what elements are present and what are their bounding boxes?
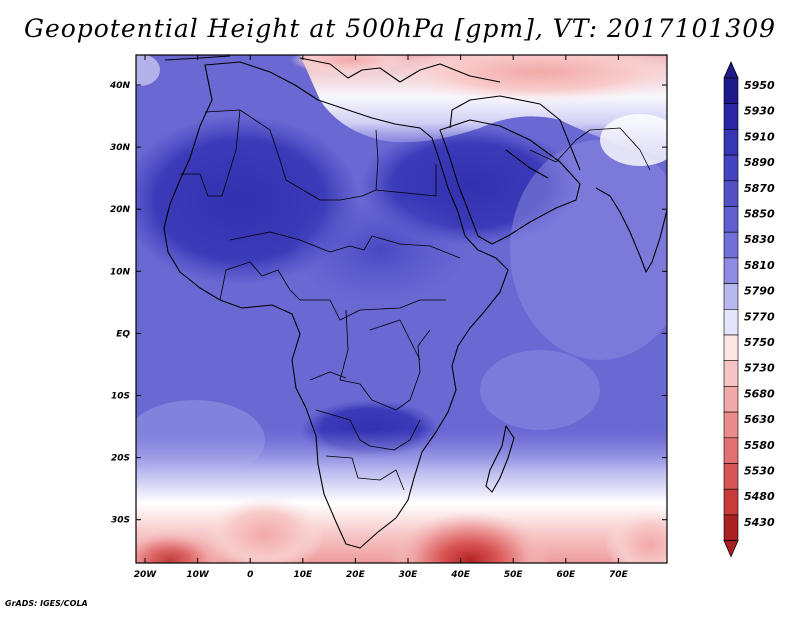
colorbar: 5950 5930 5910 5890 5870 5850 5830 5810 5790 5770…	[723, 61, 775, 558]
colorbar-label: 5930	[744, 105, 775, 118]
colorbar-label: 5790	[744, 285, 775, 298]
colorbar-label: 5680	[744, 387, 775, 400]
map-title: Geopotential Height at 500hPa [gpm], VT:…	[23, 14, 777, 43]
colorbar-label: 5430	[744, 516, 775, 529]
colorbar-label: 5890	[744, 156, 775, 169]
colorbar-swatch	[723, 386, 739, 413]
colorbar-swatch	[723, 283, 739, 310]
plot-frame	[135, 54, 668, 564]
colorbar-swatch	[723, 411, 739, 439]
colorbar-label: 5730	[744, 362, 775, 375]
colorbar-top-arrow	[723, 61, 739, 79]
lon-tick-label: 0	[247, 570, 253, 580]
lon-tick-label: 30E	[399, 570, 419, 580]
lat-tick-label: 20N	[110, 205, 131, 215]
latitude-axis: 40N 30N 20N 10N EQ 10S 20S 30S	[109, 81, 667, 526]
colorbar-swatch	[723, 488, 739, 516]
colorbar-swatch	[723, 308, 739, 336]
colorbar-swatch	[723, 103, 739, 130]
grads-credit: GrADS: IGES/COLA	[5, 599, 88, 608]
lat-tick-label: 10S	[111, 392, 130, 402]
lat-tick-label: 20S	[111, 454, 130, 464]
lon-tick-label: 40E	[450, 570, 471, 580]
lon-tick-label: 70E	[609, 570, 629, 580]
lon-tick-label: 50E	[504, 570, 524, 580]
country-borders	[180, 109, 651, 491]
colorbar-swatch	[723, 360, 739, 387]
lat-tick-label: EQ	[116, 329, 130, 339]
lon-tick-label: 60E	[556, 570, 576, 580]
colorbar-swatch	[723, 154, 739, 182]
colorbar-swatch	[723, 231, 739, 259]
coastlines	[163, 55, 667, 549]
colorbar-label: 5580	[744, 439, 775, 452]
colorbar-label: 5770	[744, 310, 775, 323]
colorbar-swatch	[723, 129, 739, 156]
colorbar-swatch	[723, 437, 739, 464]
colorbar-label: 5950	[744, 79, 775, 92]
lat-tick-label: 40N	[109, 81, 131, 91]
colorbar-label: 5530	[744, 465, 775, 478]
colorbar-bottom-arrow	[723, 540, 739, 558]
colorbar-label: 5870	[744, 182, 775, 195]
colorbar-swatch	[723, 257, 739, 284]
colorbar-swatch	[723, 206, 739, 233]
lon-tick-label: 20W	[134, 570, 158, 580]
longitude-axis: 20W 10W 0 10E 20E 30E 40E 50E 60E 70E	[134, 55, 629, 580]
colorbar-swatch	[723, 463, 739, 490]
lat-tick-label: 30S	[111, 516, 130, 526]
lon-tick-label: 20E	[346, 570, 366, 580]
geopotential-field	[136, 55, 667, 563]
colorbar-swatch	[723, 180, 739, 207]
lat-tick-label: 10N	[110, 267, 131, 277]
lon-tick-label: 10W	[186, 570, 210, 580]
colorbar-label: 5750	[744, 336, 775, 349]
colorbar-label: 5830	[744, 233, 775, 246]
colorbar-label: 5480	[744, 490, 775, 503]
colorbar-label: 5850	[744, 208, 775, 221]
colorbar-label: 5630	[744, 413, 775, 426]
colorbar-label: 5810	[744, 259, 775, 272]
colorbar-swatch	[723, 77, 739, 105]
colorbar-swatch	[723, 514, 739, 541]
colorbar-swatch	[723, 334, 739, 362]
lat-tick-label: 30N	[110, 143, 131, 153]
colorbar-label: 5910	[744, 130, 775, 143]
lon-tick-label: 10E	[293, 570, 313, 580]
